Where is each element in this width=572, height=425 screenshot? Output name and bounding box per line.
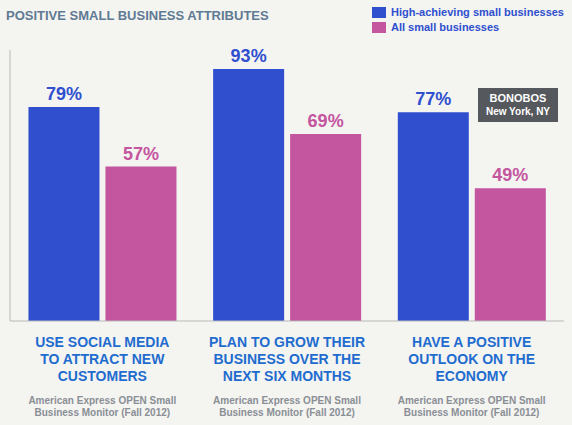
svg-text:OUTLOOK ON THE: OUTLOOK ON THE — [408, 351, 535, 367]
svg-text:Business Monitor (Fall 2012): Business Monitor (Fall 2012) — [35, 407, 171, 418]
svg-text:NEXT SIX MONTHS: NEXT SIX MONTHS — [223, 368, 351, 384]
svg-text:79%: 79% — [46, 84, 82, 104]
svg-text:American Express OPEN Small: American Express OPEN Small — [398, 395, 546, 406]
svg-text:American Express OPEN Small: American Express OPEN Small — [213, 395, 361, 406]
svg-text:57%: 57% — [123, 144, 159, 164]
svg-text:Business Monitor (Fall 2012): Business Monitor (Fall 2012) — [219, 407, 355, 418]
html-text:High-achieving small businesse: High-achieving small businesses — [391, 6, 564, 18]
svg-text:PLAN TO GROW THEIR: PLAN TO GROW THEIR — [209, 334, 365, 350]
svg-text:CUSTOMERS: CUSTOMERS — [58, 368, 147, 384]
svg-text:ECONOMY: ECONOMY — [435, 368, 508, 384]
svg-text:93%: 93% — [231, 46, 267, 66]
svg-text:49%: 49% — [492, 165, 528, 185]
svg-text:Business Monitor (Fall 2012): Business Monitor (Fall 2012) — [404, 407, 540, 418]
html-text:BONOBOS: BONOBOS — [489, 92, 547, 104]
html-text:New York, NY: New York, NY — [485, 106, 550, 117]
svg-text:HAVE A POSITIVE: HAVE A POSITIVE — [412, 334, 531, 350]
html-text:All small businesses: All small businesses — [391, 21, 500, 33]
html-text:POSITIVE SMALL BUSINESS ATTRIB: POSITIVE SMALL BUSINESS ATTRIBUTES — [6, 8, 269, 23]
svg-text:BUSINESS OVER THE: BUSINESS OVER THE — [213, 351, 360, 367]
svg-text:77%: 77% — [415, 89, 451, 109]
svg-text:American Express OPEN Small: American Express OPEN Small — [28, 395, 176, 406]
svg-text:USE SOCIAL MEDIA: USE SOCIAL MEDIA — [35, 334, 169, 350]
svg-text:69%: 69% — [308, 111, 344, 131]
svg-text:TO ATTRACT NEW: TO ATTRACT NEW — [40, 351, 165, 367]
